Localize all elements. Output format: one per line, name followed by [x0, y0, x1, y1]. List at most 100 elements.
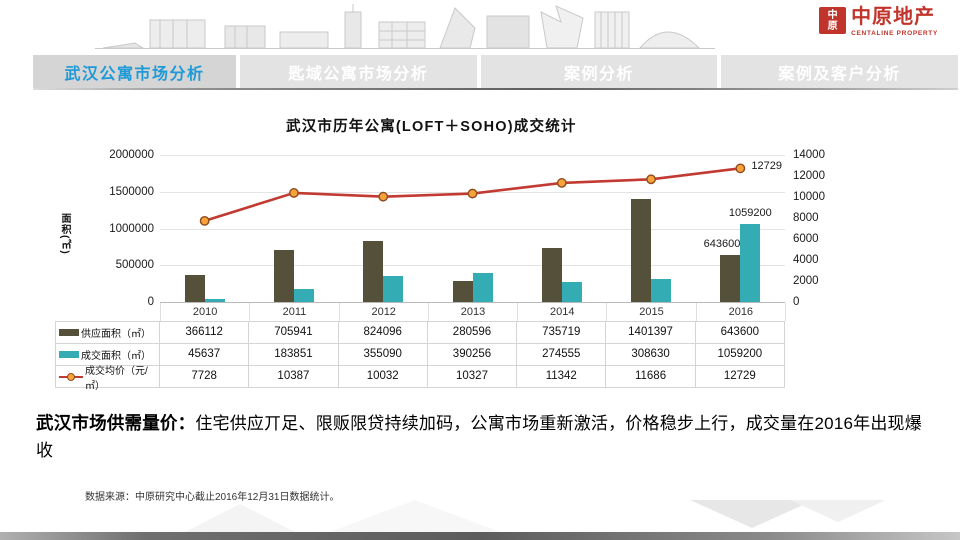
table-cell: 10387	[249, 366, 339, 387]
deal-bar	[740, 224, 761, 302]
logo-mark-top: 中	[827, 9, 838, 21]
price-marker	[646, 174, 656, 185]
legend-avg-price: 成交均价（元/㎡）	[55, 366, 160, 392]
left-axis-title: 面积(㎡)	[59, 213, 70, 255]
supply-bar	[363, 241, 384, 302]
right-axis-tick: 2000	[793, 275, 819, 287]
deal-callout-2016: 1059200	[728, 207, 772, 220]
supply-bar	[273, 250, 294, 302]
centaline-logo: 中 原 中原地产 CENTALINE PROPERTY	[819, 7, 938, 37]
summary-text: 武汉市场供需量价：住宅供应丌足、限贩限贷持续加码，公寓市场重新激活，价格稳步上行…	[36, 410, 933, 464]
table-cell: 643600	[696, 322, 785, 343]
table-cell: 1401397	[606, 322, 696, 343]
table-cell: 355090	[339, 344, 428, 365]
legend-label: 成交均价（元/㎡）	[85, 365, 148, 392]
table-cell: 308630	[606, 344, 696, 365]
supply-bar	[541, 247, 562, 302]
right-axis-ticks: 14000 12000 10000 8000 6000 4000 2000 0	[793, 149, 843, 325]
logo-name-en: CENTALINE PROPERTY	[851, 30, 938, 37]
right-axis-tick: 14000	[793, 149, 825, 161]
right-axis-tick: 8000	[793, 212, 819, 224]
gridline	[160, 155, 785, 156]
table-cell: 45637	[160, 344, 250, 365]
table-cell: 7728	[160, 366, 250, 387]
table-cell: 1059200	[696, 344, 785, 365]
table-row: 成交均价（元/㎡） 7728 10387 10032 10327 11342 11686 12…	[55, 366, 785, 392]
bottom-bar	[0, 532, 960, 540]
table-cell: 274555	[517, 344, 607, 365]
table-cell: 735719	[517, 322, 607, 343]
deal-bar	[293, 288, 314, 302]
x-axis-label: 2015	[607, 303, 697, 321]
table-cell: 10327	[428, 366, 518, 387]
gridline	[160, 265, 785, 267]
left-axis-tick: 2000000	[109, 149, 154, 161]
table-row: 成交面积（㎡） 45637 183851 355090 390256 274555 3086…	[55, 344, 785, 366]
tab-wuhan-apartment-market[interactable]: 武汉公寓市场分析	[33, 55, 236, 88]
table-cell: 10032	[339, 366, 428, 387]
left-axis-tick: 1500000	[109, 185, 154, 198]
logo-name-cn: 中原地产	[851, 6, 936, 28]
x-axis-label: 2013	[429, 303, 519, 321]
table-cell: 11342	[517, 366, 607, 387]
tab-case-analysis[interactable]: 案例分析	[480, 55, 718, 88]
left-axis-tick: 1000000	[109, 222, 154, 235]
right-axis-tick: 4000	[793, 254, 819, 266]
x-axis-label: 2016	[697, 303, 786, 321]
legend-deal-area: 成交面积（㎡）	[55, 344, 160, 365]
tab-case-customer-analysis[interactable]: 案例及客户分析	[721, 55, 959, 88]
legend-label: 成交面积（㎡）	[81, 351, 151, 362]
legend-line-marker	[59, 372, 83, 381]
gridline	[160, 228, 785, 230]
source-note: 数据来源：中原研究中心截止2016年12月31日数据统计。	[85, 492, 340, 503]
table-cell: 12729	[696, 366, 785, 387]
tab-underline-divider	[33, 88, 958, 90]
plot-area: 12729 1059200 643600	[160, 155, 785, 303]
supply-bar	[631, 199, 652, 302]
chart-data-table: 供应面积（㎡） 366112 705941 824096 280596 735719 140…	[55, 321, 785, 392]
left-axis-ticks: 2000000 1500000 1000000 500000 0	[90, 149, 154, 320]
x-axis-label: 2014	[518, 303, 608, 321]
legend-marker-dot	[67, 372, 75, 381]
city-skyline-graphic	[95, 4, 715, 49]
deal-bar	[472, 273, 493, 302]
summary-body: 住宅供应丌足、限贩限贷持续加码，公寓市场重新激活，价格稳步上行，成交量在2016…	[36, 414, 922, 460]
price-line-chart	[199, 163, 746, 226]
right-axis-tick: 0	[793, 296, 800, 308]
legend-supply-area: 供应面积（㎡）	[55, 322, 160, 343]
price-marker	[467, 188, 478, 199]
price-marker	[289, 188, 299, 198]
centaline-logo-mark: 中 原	[819, 7, 847, 34]
deco-triangle	[790, 500, 886, 522]
table-cell: 280596	[428, 322, 518, 343]
supply-bar	[720, 254, 741, 302]
legend-swatch	[59, 329, 79, 336]
right-axis-tick: 6000	[793, 233, 819, 245]
supply-bar	[184, 275, 205, 302]
logo-mark-bottom: 原	[827, 20, 838, 32]
tab-regional-apartment-market[interactable]: 匙域公寓市场分析	[240, 55, 477, 88]
x-axis-label: 2012	[340, 303, 429, 321]
deal-bar	[561, 281, 582, 302]
summary-lead: 武汉市场供需量价：	[36, 413, 196, 433]
deco-triangle	[185, 504, 295, 532]
x-axis-labels: 2010 2011 2012 2013 2014 2015 2016	[160, 303, 786, 321]
supply-callout-2016: 643600	[703, 237, 741, 250]
price-callout-2016: 12729	[751, 160, 782, 173]
nav-tabs: 武汉公寓市场分析 匙域公寓市场分析 案例分析 案例及客户分析	[33, 55, 959, 88]
x-axis-label: 2010	[161, 303, 251, 321]
table-cell: 390256	[428, 344, 518, 365]
x-axis-label: 2011	[250, 303, 340, 321]
left-axis-tick: 0	[147, 296, 154, 308]
supply-bar	[452, 281, 473, 302]
price-marker	[735, 163, 746, 174]
legend-label: 供应面积（㎡）	[81, 329, 151, 340]
table-cell: 183851	[249, 344, 339, 365]
deal-bar	[651, 279, 672, 302]
right-axis-tick: 12000	[793, 170, 825, 182]
table-cell: 11686	[606, 366, 696, 387]
table-row: 供应面积（㎡） 366112 705941 824096 280596 735719 140…	[55, 321, 785, 344]
table-cell: 824096	[339, 322, 428, 343]
deco-triangle	[330, 500, 500, 532]
